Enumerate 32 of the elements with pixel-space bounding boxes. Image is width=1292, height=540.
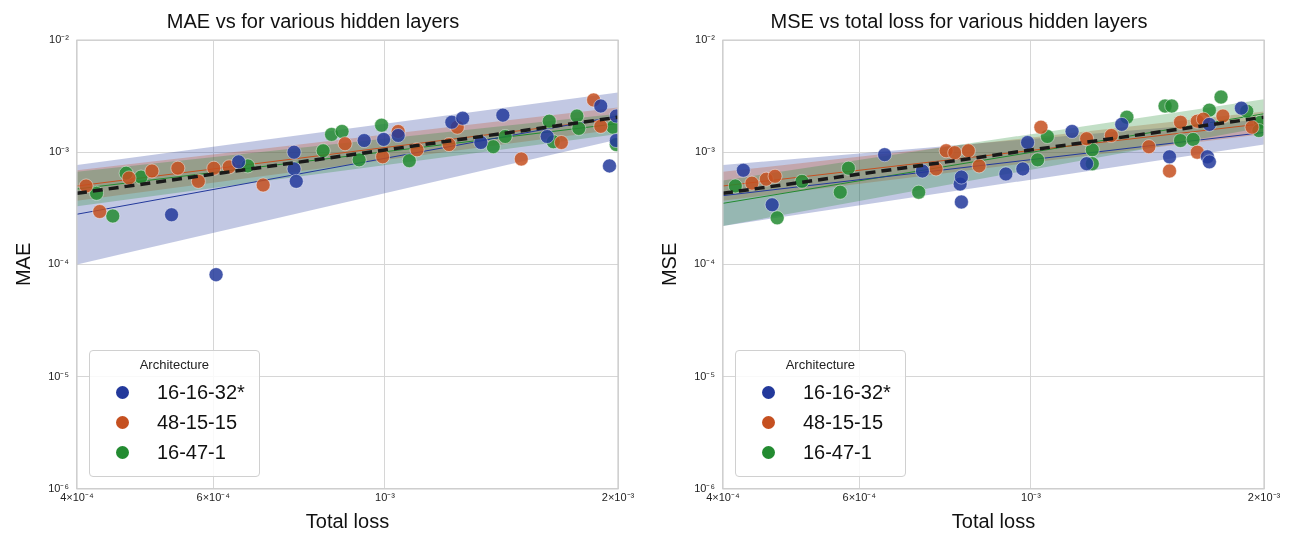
x-tick-label: 2×10⁻³ [1247, 491, 1281, 504]
x-tick-label: 6×10⁻⁴ [196, 491, 231, 504]
x-tick-label: 2×10⁻³ [601, 491, 635, 504]
y-axis-title: MAE [11, 242, 34, 287]
legend-label: 16-47-1 [156, 441, 226, 465]
y-tick-label: 10⁻⁶ [694, 481, 715, 494]
y-tick-label: 10⁻⁵ [694, 369, 715, 382]
y-tick-label: 10⁻⁶ [48, 481, 69, 494]
chart-title: MAE vs for various hidden layers [166, 9, 460, 32]
chart-title: MSE vs total loss for various hidden layers [770, 9, 1148, 32]
x-tick-label: 10⁻³ [1021, 491, 1042, 504]
y-tick-label: 10⁻⁵ [48, 369, 69, 382]
y-tick-label: 10⁻² [49, 33, 70, 46]
legend-label: 48-15-15 [156, 411, 238, 435]
x-axis-title: Total loss [305, 509, 390, 532]
legend-label: 48-15-15 [802, 411, 884, 435]
y-tick-label: 10⁻³ [49, 145, 70, 158]
x-tick-label: 10⁻³ [375, 491, 396, 504]
y-tick-label: 10⁻⁴ [693, 257, 716, 270]
legend-title: Architecture [784, 356, 857, 372]
legend-label: 16-47-1 [802, 441, 872, 465]
legend-title: Architecture [138, 356, 211, 372]
x-tick-label: 6×10⁻⁴ [842, 491, 877, 504]
legend-label: 16-16-32* [802, 381, 891, 405]
x-axis-title: Total loss [951, 509, 1036, 532]
x-tick-label: 4×10⁻⁴ [706, 491, 740, 504]
y-tick-label: 10⁻⁴ [47, 257, 70, 270]
y-tick-label: 10⁻³ [695, 145, 716, 158]
y-tick-label: 10⁻² [695, 33, 716, 46]
x-tick-label: 4×10⁻⁴ [60, 491, 94, 504]
y-axis-title: MSE [657, 242, 680, 287]
legend-label: 16-16-32* [156, 381, 245, 405]
